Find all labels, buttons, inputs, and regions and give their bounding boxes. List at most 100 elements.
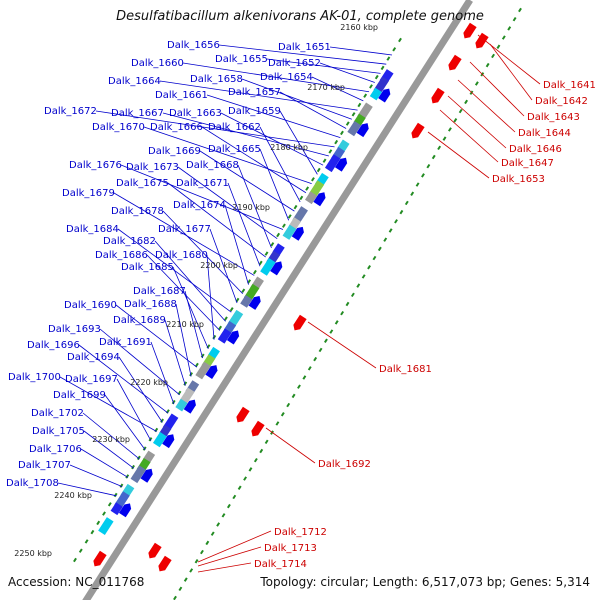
outer-dot [491,53,495,59]
forward-gene-label: Dalk_1684 [66,224,119,235]
inner-dot [229,307,234,312]
forward-gene-label: Dalk_1706 [29,444,82,455]
leader-line [143,126,312,184]
forward-gene-arrow [226,330,240,345]
reverse-gene-label: Dalk_1681 [379,364,432,375]
forward-gene-arrow [356,123,369,138]
forward-gene-label: Dalk_1676 [69,160,122,171]
outer-dot [200,549,204,555]
leader-line [427,131,490,179]
reverse-gene-arrow [158,555,172,572]
leader-line [175,303,192,377]
outer-dot [404,200,409,206]
forward-gene-arrow [162,434,175,449]
leader-line [439,109,499,163]
inner-dot [252,269,257,275]
forward-gene-label: Dalk_1663 [169,108,222,119]
outer-dot [485,62,490,68]
leader-line [311,76,364,102]
outer-dot [447,127,452,132]
leader-line [82,412,140,460]
forward-gene-label: Dalk_1659 [228,106,281,117]
outer-dot [173,595,177,600]
reverse-gene-label: Dalk_1712 [274,527,327,538]
leader-line [197,530,272,563]
leader-line [197,562,252,573]
inner-dot [282,223,286,228]
reverse-gene-arrow [475,32,489,49]
leader-line [104,394,146,451]
reverse-gene-label: Dalk_1713 [264,543,317,554]
reverse-gene-label: Dalk_1646 [509,144,562,155]
leader-line [259,126,301,203]
forward-gene-label: Dalk_1697 [65,374,118,385]
inner-dot [218,325,223,331]
inner-dot [90,529,95,535]
outer-dot [286,402,291,408]
leader-line [224,204,249,285]
gene-block [369,87,382,101]
gene-block [324,154,341,173]
gene-block [282,224,297,240]
leader-line [78,344,169,414]
inner-dot [316,167,321,173]
forward-gene-arrow [378,88,391,103]
leader-line [69,464,123,488]
outer-dot [496,44,501,49]
forward-gene-label: Dalk_1668 [186,160,239,171]
leader-line [199,150,295,212]
outer-dot [221,513,226,518]
reverse-gene-label: Dalk_1647 [501,158,554,169]
leader-line [457,79,516,133]
leader-line [115,304,198,368]
leader-line [227,182,261,267]
forward-gene-arrow [248,295,261,310]
inner-dot [171,399,176,405]
inner-dot [351,112,356,117]
forward-gene-label: Dalk_1660 [131,58,184,69]
outer-dot [178,586,183,592]
leader-line [182,62,370,93]
leader-line [469,61,525,117]
outer-dot [302,375,307,380]
inner-dot [305,186,310,191]
outer-dot [431,154,436,160]
reverse-gene-arrow [251,420,265,437]
inner-dot [264,251,269,256]
inner-dot [363,93,368,98]
inner-dot [131,464,135,470]
inner-dot [73,557,77,563]
outer-dot [329,329,334,334]
kbp-tick-label: 2250 kbp [14,549,52,558]
leader-line [83,430,134,469]
inner-dot [258,260,263,266]
forward-gene-label: Dalk_1707 [18,460,71,471]
inner-dot [241,288,246,293]
reverse-gene-label: Dalk_1643 [527,112,580,123]
kbp-tick-label: 2160 kbp [340,23,378,32]
forward-gene-label: Dalk_1671 [176,178,229,189]
forward-gene-arrow [270,261,283,276]
outer-dot [210,531,215,536]
outer-dot [324,338,328,343]
inner-dot [200,353,205,358]
outer-dot [367,265,371,270]
outer-dot [340,310,345,316]
gene-labels: Dalk_1651 Dalk_1656 Dalk_1655 Dalk_1652 Dalk… [6,40,596,570]
outer-dot [518,7,522,13]
outer-dot [189,568,194,573]
forward-gene-label: Dalk_1708 [6,478,59,489]
leader-line [201,126,307,194]
forward-gene-label: Dalk_1657 [228,87,281,98]
outer-dot [361,274,366,279]
outer-dot [474,81,479,86]
leader-line [206,254,215,340]
inner-dot [212,334,217,340]
inner-dot [380,65,385,71]
forward-gene-label: Dalk_1664 [108,76,161,87]
outer-dot [415,182,420,187]
outer-dot [334,320,339,325]
outer-dot [426,163,431,169]
outer-dot [280,412,285,417]
